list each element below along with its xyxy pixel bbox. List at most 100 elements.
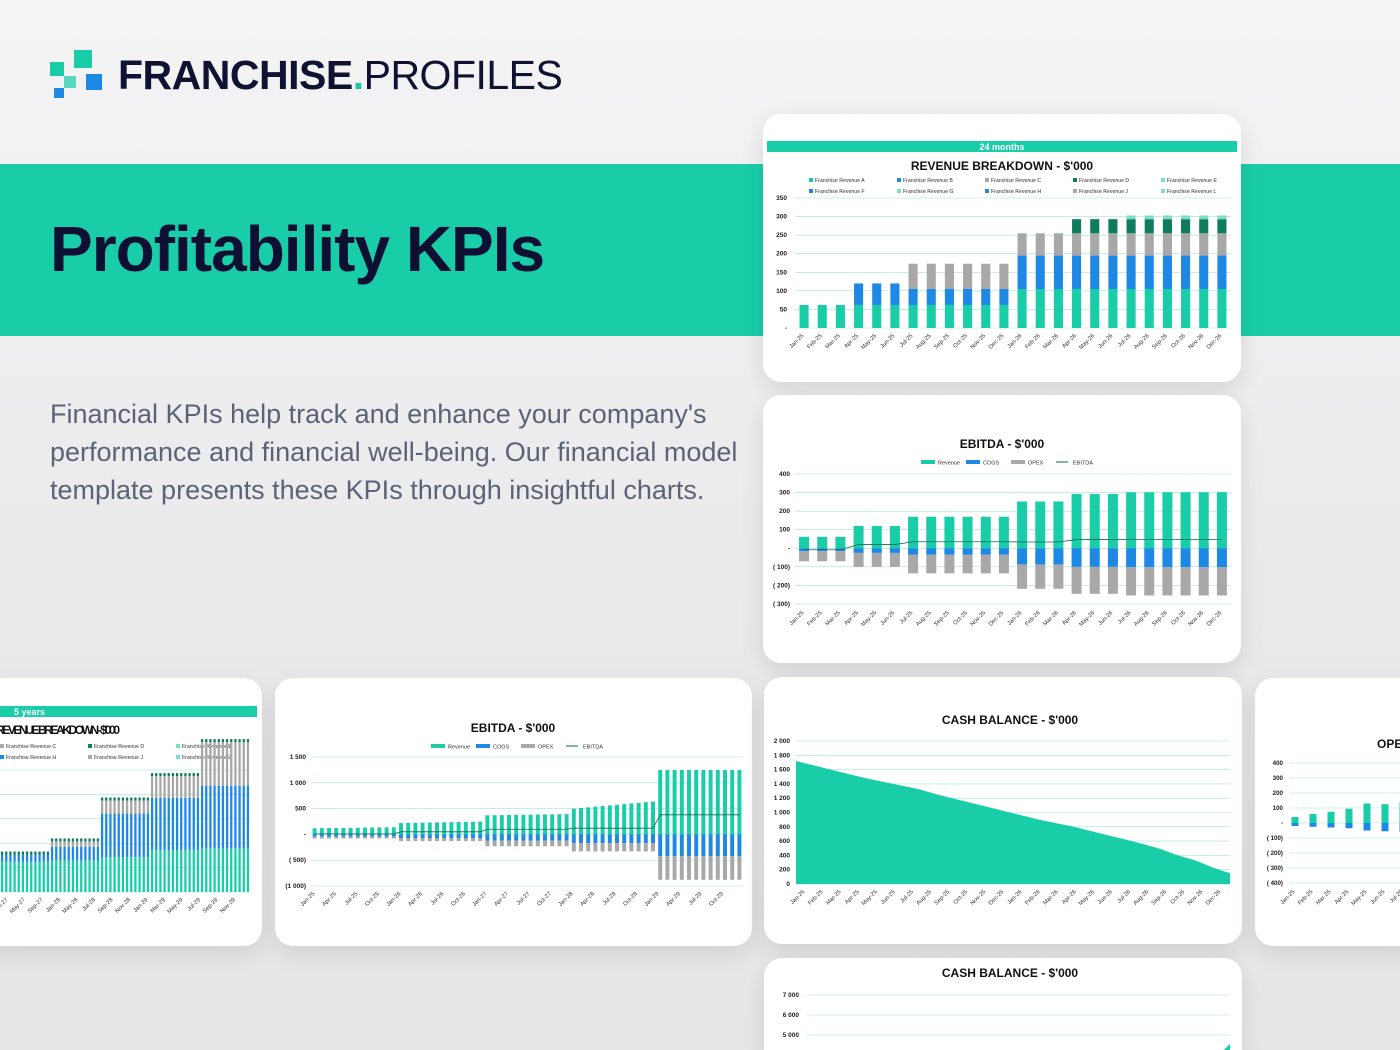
- x-tick-label: May-25: [860, 333, 878, 351]
- bar-revenue: [391, 827, 396, 835]
- bar-segment: [217, 785, 220, 849]
- bar-cogs: [1035, 548, 1046, 565]
- x-tick-label: May-28: [61, 897, 79, 915]
- bar-segment: [246, 742, 250, 786]
- x-tick-label: Mar-26: [1042, 889, 1059, 906]
- bar-revenue: [651, 801, 655, 835]
- legend-label: Franchise Revenue A: [815, 178, 865, 184]
- card-revenue-5y: 5 years REVENUE BREAKDOWN - $'000 Franchis…: [0, 678, 262, 946]
- bar-segment: [221, 739, 225, 743]
- bar-segment: [63, 841, 66, 847]
- bar-segment: [817, 304, 827, 328]
- bar-segment: [963, 263, 973, 289]
- bar-opex: [622, 843, 627, 852]
- bar-revenue: [435, 822, 439, 835]
- bar-segment: [1090, 289, 1100, 328]
- x-tick-label: Aug-25: [916, 889, 933, 906]
- bar-segment: [1199, 255, 1209, 289]
- bar-segment: [209, 742, 212, 786]
- bar-segment: [5, 861, 8, 892]
- bar-cogs: [607, 834, 612, 844]
- bar-segment: [30, 854, 33, 862]
- bar-segment: [138, 813, 141, 858]
- bar-segment: [17, 861, 20, 892]
- bar-segment: [130, 797, 133, 801]
- bar-opex: [478, 838, 483, 842]
- legend-label: Revenue: [448, 745, 470, 751]
- x-tick-label: Jan-27: [0, 897, 9, 914]
- bar-cogs: [962, 548, 973, 555]
- bar-segment: [221, 848, 225, 892]
- x-tick-label: Apr-29: [665, 891, 682, 908]
- legend-label: Franchise Revenue L: [1167, 189, 1216, 195]
- bar-segment: [5, 851, 8, 855]
- bar-revenue: [312, 828, 317, 835]
- bar-segment: [92, 846, 95, 861]
- bar-cogs: [636, 834, 641, 844]
- bar-segment: [926, 304, 936, 328]
- bar-cogs: [535, 834, 540, 841]
- bar-segment: [1090, 255, 1100, 289]
- bar-revenue: [492, 815, 497, 835]
- x-tick-label: Aug-25: [915, 610, 932, 627]
- bar-segment: [25, 854, 29, 862]
- bar-revenue: [399, 823, 403, 835]
- legend-swatch: [476, 744, 490, 748]
- bar-segment: [926, 289, 936, 305]
- x-tick-label: Jan-26: [1007, 333, 1024, 350]
- brand-wordmark: FRANCHISE.PROFILES: [118, 54, 563, 96]
- bar-segment: [890, 304, 900, 328]
- bar-segment: [999, 304, 1009, 328]
- bar-segment: [142, 813, 145, 858]
- bar-segment: [163, 776, 166, 798]
- bar-segment: [246, 739, 250, 743]
- x-tick-label: Jan-26: [1007, 889, 1024, 906]
- x-tick-label: Aug-26: [1133, 333, 1150, 350]
- bar-revenue: [478, 821, 483, 835]
- legend-label: Franchise Revenue H: [991, 189, 1041, 195]
- bar-cogs: [1327, 823, 1335, 828]
- bar-segment: [242, 739, 245, 743]
- bar-cogs: [427, 834, 432, 839]
- bar-segment: [1053, 255, 1063, 289]
- bar-segment: [1144, 233, 1154, 256]
- bar-revenue: [586, 807, 591, 835]
- bar-segment: [121, 857, 125, 892]
- bar-segment: [146, 800, 150, 814]
- bar-segment: [0, 861, 4, 892]
- bar-revenue: [1381, 804, 1389, 823]
- y-tick-label: ( 400): [1267, 880, 1283, 887]
- bar-cogs: [507, 834, 511, 841]
- bar-segment: [84, 838, 87, 842]
- bar-opex: [998, 554, 1009, 574]
- bar-cogs: [926, 548, 937, 555]
- bar-segment: [835, 304, 845, 328]
- bar-segment: [171, 850, 175, 892]
- bar-segment: [196, 776, 200, 798]
- bar-cogs: [1345, 823, 1353, 829]
- bar-segment: [799, 304, 809, 328]
- bar-revenue: [694, 769, 699, 835]
- bar-segment: [96, 860, 100, 892]
- bar-segment: [1162, 289, 1172, 328]
- bar-revenue: [535, 814, 540, 835]
- x-tick-label: Nov-26: [1187, 889, 1204, 906]
- bar-revenue: [456, 822, 461, 835]
- legend-swatch: [1011, 460, 1025, 464]
- chart-ebitda-24: EBITDA - $'000 Revenue COGS OPEX EBITDA 400 30…: [773, 437, 1231, 628]
- bar-segment: [80, 860, 83, 892]
- bar-cogs: [651, 834, 655, 844]
- bar-segment: [100, 800, 104, 814]
- bar-cogs: [564, 834, 569, 841]
- bar-revenue: [708, 769, 713, 835]
- bar-revenue: [1309, 814, 1317, 823]
- bar-cogs: [413, 834, 418, 839]
- x-tick-label: Sep-26: [1151, 889, 1168, 906]
- bar-segment: [1035, 289, 1045, 328]
- bar-cogs: [435, 834, 439, 839]
- bar-cogs: [643, 834, 648, 844]
- x-tick-label: May-25: [860, 610, 878, 628]
- legend-swatch: [431, 744, 445, 748]
- bar-segment: [55, 841, 58, 847]
- legend-label: Franchise Revenue E: [1167, 178, 1217, 184]
